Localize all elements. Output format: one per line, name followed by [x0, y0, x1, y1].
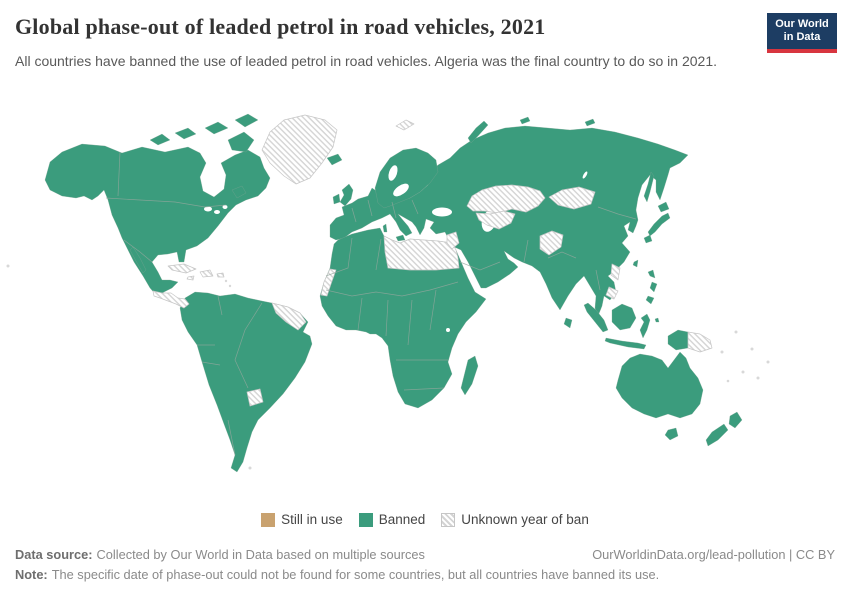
region-arctic-island-1[interactable]	[519, 116, 531, 125]
legend-item-unknown-year[interactable]: Unknown year of ban	[441, 512, 589, 527]
region-greenland[interactable]	[261, 114, 338, 185]
region-sicily[interactable]	[395, 234, 406, 242]
attribution-link[interactable]: OurWorldinData.org/lead-pollution | CC B…	[592, 547, 835, 562]
region-afghanistan[interactable]	[539, 230, 564, 256]
legend-swatch-unknown-year	[441, 512, 456, 527]
region-japan[interactable]	[643, 201, 671, 244]
region-guyanas[interactable]	[271, 302, 307, 331]
page-subtitle: All countries have banned the use of lea…	[15, 53, 718, 69]
region-paraguay[interactable]	[246, 388, 264, 407]
data-source-label: Data source:	[15, 547, 93, 562]
legend-item-still-in-use[interactable]: Still in use	[261, 512, 343, 527]
region-tasmania[interactable]	[664, 427, 679, 441]
region-mongolia[interactable]	[548, 186, 596, 210]
region-scandinavia[interactable]	[374, 147, 439, 209]
country-borders	[105, 151, 637, 456]
legend-label-still-in-use: Still in use	[281, 512, 343, 527]
region-caribbean[interactable]	[167, 263, 225, 281]
region-new-zealand[interactable]	[705, 411, 743, 447]
region-ireland[interactable]	[332, 193, 341, 205]
region-western-sahara[interactable]	[320, 268, 337, 297]
data-source-value: Collected by Our World in Data based on …	[96, 547, 425, 562]
region-north-america[interactable]	[44, 143, 271, 297]
region-arctic-island-2[interactable]	[584, 118, 596, 127]
owid-logo[interactable]: Our World in Data	[767, 13, 837, 53]
legend-item-banned[interactable]: Banned	[358, 512, 426, 527]
region-taiwan[interactable]	[632, 259, 639, 268]
legend-swatch-still-in-use	[261, 512, 276, 527]
note-value: The specific date of phase-out could not…	[51, 567, 660, 582]
region-iceland[interactable]	[326, 153, 343, 166]
data-source-line: Data source: Collected by Our World in Da…	[15, 546, 425, 564]
region-sakhalin[interactable]	[643, 171, 655, 203]
world-map-svg	[6, 113, 770, 473]
note-line: Note: The specific date of phase-out coul…	[15, 566, 659, 584]
region-indonesia[interactable]	[583, 302, 660, 350]
note-label: Note:	[15, 567, 48, 582]
island-specks	[6, 264, 770, 470]
region-madagascar[interactable]	[460, 355, 479, 396]
region-sri-lanka[interactable]	[563, 317, 573, 329]
region-syria[interactable]	[446, 231, 460, 250]
region-novaya-zemlya[interactable]	[467, 120, 489, 144]
region-sardinia[interactable]	[382, 223, 388, 233]
region-libya-egypt[interactable]	[383, 235, 460, 271]
region-svalbard[interactable]	[395, 119, 415, 131]
region-laos-vietnam-delta[interactable]	[605, 263, 621, 300]
region-kazakhstan[interactable]	[466, 184, 546, 214]
region-south-america[interactable]	[179, 291, 313, 473]
page-title: Global phase-out of leaded petrol in roa…	[15, 14, 546, 39]
region-philippines[interactable]	[645, 269, 658, 305]
region-uzbekistan-turkmenistan[interactable]	[475, 210, 516, 230]
region-canadian-arctic-islands[interactable]	[149, 113, 259, 153]
region-central-america[interactable]	[152, 290, 190, 309]
legend-label-unknown-year: Unknown year of ban	[461, 512, 589, 527]
map-legend: Still in use Banned Unknown year of ban	[0, 512, 850, 527]
world-map	[0, 105, 850, 500]
legend-label-banned: Banned	[378, 512, 426, 527]
region-papua-new-guinea[interactable]	[687, 331, 713, 353]
region-baja-california[interactable]	[129, 246, 147, 274]
region-great-britain[interactable]	[339, 183, 354, 207]
footer: Data source: Collected by Our World in Da…	[15, 546, 835, 584]
legend-swatch-banned	[358, 512, 373, 527]
owid-logo-line1: Our World	[775, 18, 829, 30]
owid-logo-line2: in Data	[783, 31, 821, 43]
region-newfoundland[interactable]	[231, 185, 247, 199]
region-australia[interactable]	[615, 351, 704, 419]
region-west-new-guinea[interactable]	[667, 329, 689, 351]
